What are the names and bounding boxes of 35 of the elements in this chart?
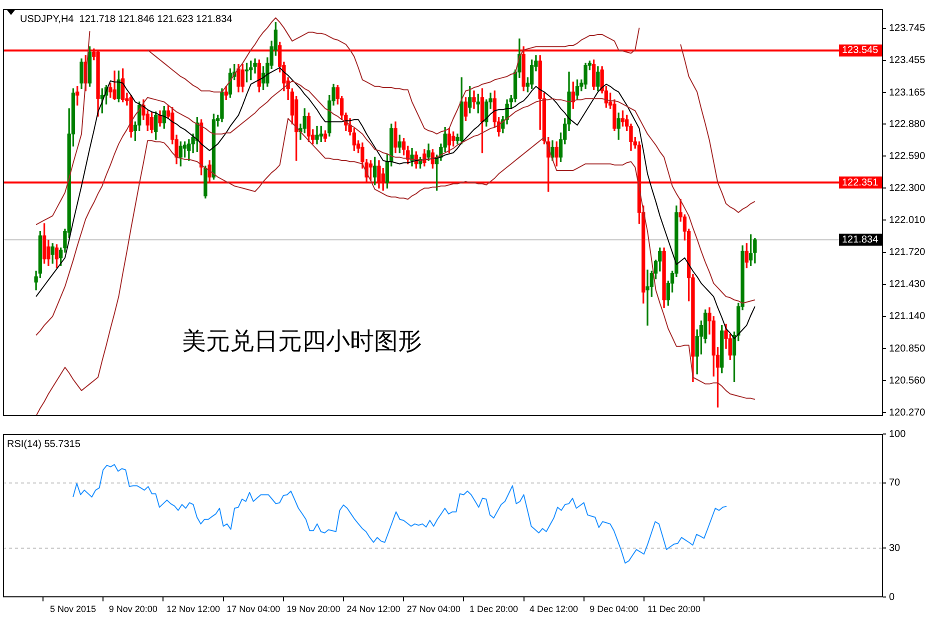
y-tick-label: 122.880 [889,118,926,130]
y-tick-label: 120.850 [889,343,926,354]
x-tick-label: 9 Dec 04:00 [590,604,638,614]
x-tick-label: 12 Nov 12:00 [166,604,220,614]
text: USDJPY,H4 121.718 121.846 121.623 121.834 [20,14,233,25]
x-tick-label: 9 Nov 20:00 [108,604,158,614]
y-tick-label: 120.560 [889,375,926,386]
y-tick-label: 122.010 [889,214,926,226]
ref-line-label: 121.834 [842,234,879,246]
y-tick-label: 100 [889,428,906,440]
x-tick-label: 19 Nov 20:00 [286,604,340,614]
y-tick-label: 123.745 [889,23,926,34]
annotation: 美元兑日元四小时图形 [182,328,422,356]
y-tick-label: 122.300 [889,182,926,194]
x-tick-label: 11 Dec 20:00 [648,604,700,614]
y-tick-label: 121.140 [889,311,926,322]
y-tick-label: 123.165 [889,87,926,98]
x-tick-label: 17 Nov 04:00 [226,604,280,614]
text: RSI(14) 55.7315 [7,438,81,450]
x-tick-label: 1 Dec 20:00 [469,604,518,614]
candlestick [646,270,650,326]
y-tick-label: 0 [889,592,895,603]
y-tick-label: 120.270 [889,407,926,418]
y-tick-label: 122.590 [889,150,926,162]
x-tick-label: 27 Nov 04:00 [406,604,460,614]
y-tick-label: 123.455 [889,55,926,66]
y-tick-label: 70 [889,478,901,489]
x-tick-label: 4 Dec 12:00 [530,604,578,614]
y-tick-label: 30 [889,542,901,554]
y-tick-label: 121.430 [889,279,926,290]
ref-line-label: 122.351 [842,177,879,188]
ref-line-label: 123.545 [842,45,879,56]
x-tick-label: 5 Nov 2015 [50,604,96,614]
x-tick-label: 24 Nov 12:00 [346,604,400,614]
y-tick-label: 121.720 [889,247,926,258]
